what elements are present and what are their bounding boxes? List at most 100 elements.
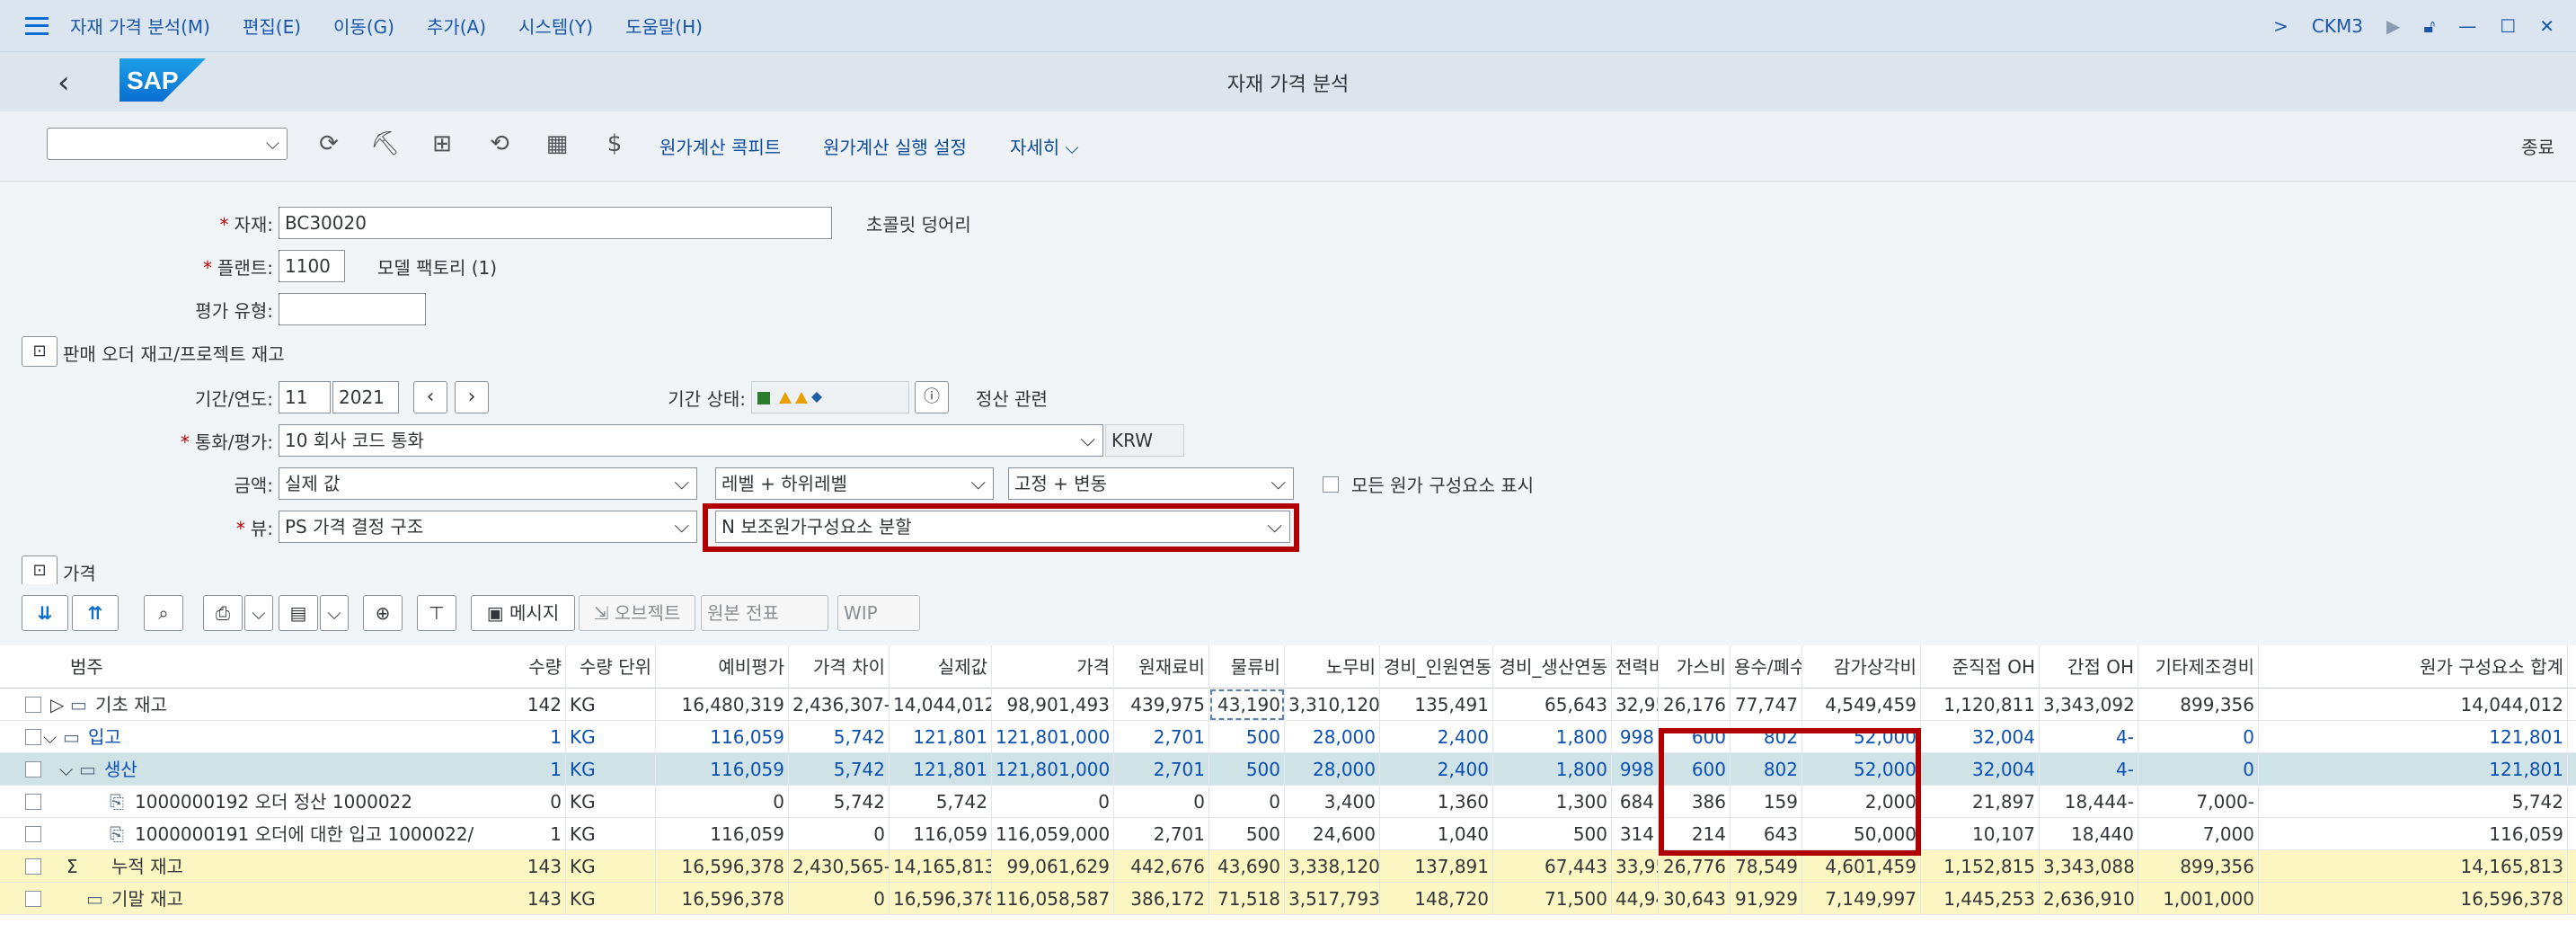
table-cell[interactable]: 1,300 <box>1493 786 1612 818</box>
table-cell[interactable]: 14,044,012 <box>890 689 992 721</box>
close-icon[interactable]: ✕ <box>2539 15 2554 37</box>
table-cell[interactable]: 0 <box>992 786 1114 818</box>
menu-edit[interactable]: 편집(E) <box>242 16 302 38</box>
row-category[interactable]: 누적 재고 <box>111 856 183 877</box>
table-cell[interactable]: 21,897 <box>1921 786 2040 818</box>
table-cell[interactable]: 3,343,092 <box>2040 689 2138 721</box>
menu-extras[interactable]: 추가(A) <box>426 16 487 38</box>
table-cell[interactable]: 116,058,587 <box>992 883 1114 915</box>
table-cell[interactable]: 1,360 <box>1380 786 1493 818</box>
table-cell[interactable]: 3,343,088 <box>2040 850 2138 883</box>
valuation-type-field[interactable] <box>279 293 426 325</box>
column-header[interactable]: 노무비 <box>1285 645 1380 689</box>
column-header[interactable]: 기타제조경비 <box>2138 645 2259 689</box>
table-row[interactable]: ⌵ ▭ 생산 1 KG 116,059 5,742 121,801 121,801,000 2,7… <box>0 753 2576 786</box>
menu-material-price-analysis[interactable]: 자재 가격 분석(M) <box>70 16 210 38</box>
price-section-toggle[interactable]: 가격 <box>63 563 96 584</box>
collapse-all-icon[interactable]: ⇈ <box>72 595 119 631</box>
table-cell[interactable]: 998 <box>1612 753 1659 786</box>
table-cell[interactable]: 314 <box>1612 818 1659 850</box>
table-cell[interactable]: 500 <box>1209 721 1285 753</box>
table-cell[interactable]: 500 <box>1209 753 1285 786</box>
column-header[interactable]: 원재료비 <box>1114 645 1209 689</box>
table-cell[interactable]: 121,801 <box>2259 753 2568 786</box>
table-cell[interactable]: KG <box>566 753 656 786</box>
table-cell[interactable]: 116,059 <box>890 818 992 850</box>
collapse-node-icon[interactable]: ⌵ <box>59 759 74 780</box>
table-cell[interactable]: 43,190 <box>1209 689 1285 721</box>
layout-select[interactable]: ⌵ <box>47 128 288 160</box>
chevron-down-icon[interactable]: ⌵ <box>244 595 273 631</box>
drill-icon[interactable]: ⛏ <box>370 130 401 157</box>
table-cell[interactable]: 2,436,307- <box>789 689 890 721</box>
costing-cockpit-button[interactable]: 원가계산 콕피트 <box>659 137 782 158</box>
table-cell[interactable]: 1,800 <box>1493 721 1612 753</box>
row-category[interactable]: 기말 재고 <box>111 888 183 910</box>
table-cell[interactable]: 14,044,012 <box>2259 689 2568 721</box>
amount-select[interactable]: 실제 값 ⌵ <box>279 467 697 500</box>
table-cell[interactable]: 121,801 <box>890 753 992 786</box>
table-cell[interactable]: 0 <box>789 883 890 915</box>
table-cell[interactable]: 32,004 <box>1921 721 2040 753</box>
column-header[interactable]: 가격 차이 <box>789 645 890 689</box>
material-field[interactable]: BC30020 <box>279 207 832 239</box>
table-cell[interactable]: KG <box>566 850 656 883</box>
table-cell[interactable]: 1,040 <box>1380 818 1493 850</box>
table-cell[interactable]: 2,701 <box>1114 818 1209 850</box>
year-field[interactable]: 2021 <box>332 381 399 413</box>
next-period-button[interactable]: › <box>455 381 489 413</box>
column-header[interactable]: 원가 구성요소 합계 <box>2259 645 2568 689</box>
table-cell[interactable]: 2,636,910 <box>2040 883 2138 915</box>
table-cell[interactable]: 14,165,813 <box>890 850 992 883</box>
column-header[interactable]: 범주 <box>70 656 103 678</box>
table-cell[interactable]: 116,059 <box>656 753 789 786</box>
table-cell[interactable]: 91,929 <box>1731 883 1802 915</box>
menu-system[interactable]: 시스템(Y) <box>518 16 594 38</box>
table-cell[interactable]: 99,061,629 <box>992 850 1114 883</box>
row-category[interactable]: 입고 <box>88 726 121 748</box>
column-header[interactable]: 물류비 <box>1209 645 1285 689</box>
table-cell[interactable]: 386,172 <box>1114 883 1209 915</box>
column-header[interactable]: 예비평가 <box>656 645 789 689</box>
column-header[interactable]: 감가상각비 <box>1802 645 1921 689</box>
view-select[interactable]: PS 가격 결정 구조 ⌵ <box>279 511 697 543</box>
table-cell[interactable]: 442,676 <box>1114 850 1209 883</box>
more-button[interactable]: 자세히 ⌵ <box>1010 137 1079 158</box>
info-icon[interactable]: ⓘ <box>915 381 949 413</box>
currency-select[interactable]: 10 회사 코드 통화 ⌵ <box>279 424 1103 457</box>
table-cell[interactable]: 26,176 <box>1659 689 1731 721</box>
table-row[interactable]: ▭ 기말 재고 143 KG 16,596,378 0 16,596,378 116,058,… <box>0 883 2576 915</box>
table-cell[interactable]: 5,742 <box>789 721 890 753</box>
table-cell[interactable]: 4- <box>2040 721 2138 753</box>
sales-order-stock-toggle[interactable]: 판매 오더 재고/프로젝트 재고 <box>63 343 285 365</box>
table-cell[interactable]: 5,742 <box>789 753 890 786</box>
table-cell[interactable]: 600 <box>1659 753 1731 786</box>
table-cell[interactable]: 899,356 <box>2138 689 2259 721</box>
row-select-checkbox[interactable] <box>25 697 41 713</box>
table-cell[interactable]: 0 <box>474 786 566 818</box>
table-cell[interactable]: 1 <box>474 818 566 850</box>
lock-icon[interactable]: 🔓︎ <box>2423 15 2436 37</box>
table-cell[interactable]: 116,059 <box>656 721 789 753</box>
cost-component-split-select[interactable]: N 보조원가구성요소 분할 ⌵ <box>715 511 1290 543</box>
row-select-checkbox[interactable] <box>25 891 41 907</box>
object-button[interactable]: ⇲ 오브젝트 <box>579 595 695 631</box>
table-cell[interactable]: 32,004 <box>1921 753 2040 786</box>
hierarchy-icon[interactable]: ⊞ <box>432 130 452 157</box>
menu-icon[interactable] <box>25 16 49 35</box>
table-cell[interactable]: KG <box>566 689 656 721</box>
maximize-icon[interactable]: ☐ <box>2500 15 2517 37</box>
table-cell[interactable]: 67,443 <box>1493 850 1612 883</box>
table-row[interactable]: ⎘ 1000000192 오더 정산 1000022 0 KG 0 5,742 5,742 0… <box>0 786 2576 818</box>
table-cell[interactable]: 2,400 <box>1380 753 1493 786</box>
table-cell[interactable]: 1 <box>474 753 566 786</box>
row-select-checkbox[interactable] <box>25 761 41 778</box>
table-cell[interactable]: 116,059,000 <box>992 818 1114 850</box>
table-cell[interactable]: 32,952 <box>1612 689 1659 721</box>
table-cell[interactable]: 0 <box>2138 721 2259 753</box>
chevron-right-icon[interactable]: > <box>2273 15 2288 37</box>
table-cell[interactable]: 65,643 <box>1493 689 1612 721</box>
column-header[interactable]: 준직접 OH <box>1921 645 2040 689</box>
table-cell[interactable]: 0 <box>2138 753 2259 786</box>
zoom-icon[interactable]: ⊕ <box>363 595 403 631</box>
